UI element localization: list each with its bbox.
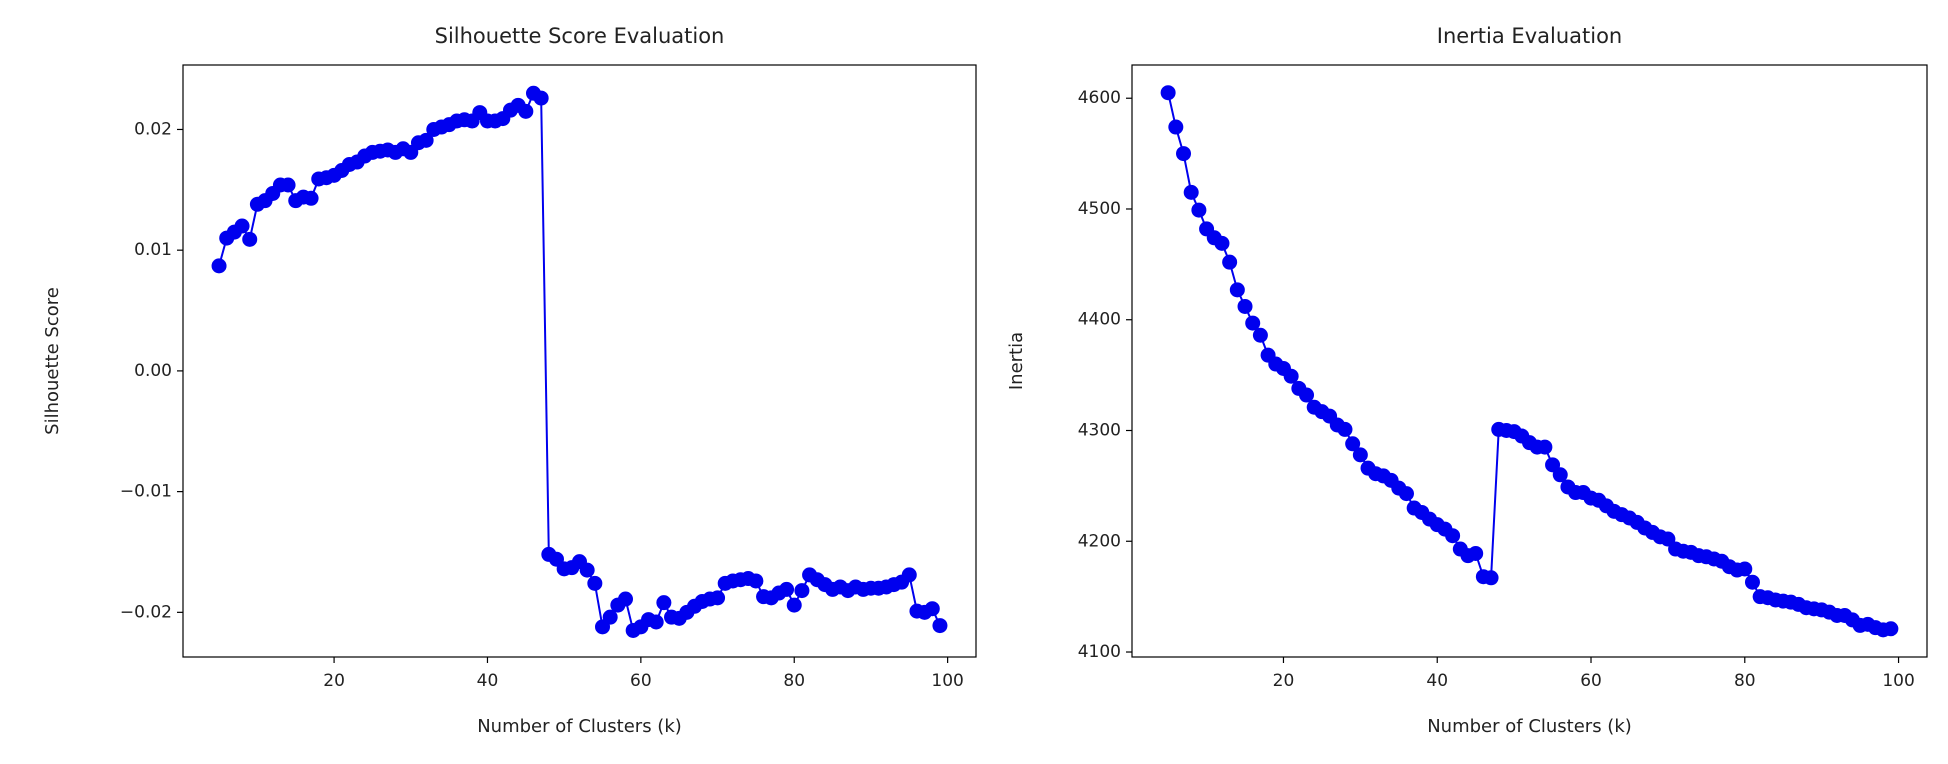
- chart-title: Inertia Evaluation: [1437, 24, 1622, 48]
- marker: [1345, 436, 1361, 452]
- marker: [1352, 447, 1368, 463]
- y-tick-label: 0.01: [134, 240, 172, 260]
- marker: [303, 190, 319, 206]
- marker: [710, 590, 726, 606]
- marker: [779, 581, 795, 597]
- y-tick-label: 0.02: [134, 119, 172, 139]
- x-tick-label: 60: [1580, 671, 1602, 691]
- marker: [1229, 282, 1245, 298]
- y-tick-label: 4200: [1078, 531, 1121, 551]
- marker: [211, 258, 227, 274]
- marker: [1183, 184, 1199, 200]
- y-tick-label: −0.02: [120, 602, 172, 622]
- marker: [1214, 235, 1230, 251]
- marker: [1191, 202, 1207, 218]
- y-axis-label: Inertia: [1006, 332, 1027, 390]
- marker: [280, 177, 296, 193]
- x-tick-label: 20: [1273, 671, 1295, 691]
- marker: [234, 218, 250, 234]
- y-tick-label: 4400: [1078, 310, 1121, 330]
- marker: [618, 591, 634, 607]
- marker: [924, 601, 940, 617]
- marker: [1445, 528, 1461, 544]
- marker: [1398, 486, 1414, 502]
- y-tick-label: 4100: [1078, 642, 1121, 662]
- marker: [1160, 85, 1176, 101]
- marker: [1168, 119, 1184, 135]
- marker: [1222, 254, 1238, 270]
- marker: [1245, 315, 1261, 331]
- x-tick-label: 40: [1426, 671, 1448, 691]
- marker: [1537, 439, 1553, 455]
- x-tick-label: 20: [323, 671, 345, 691]
- marker: [1237, 298, 1253, 314]
- marker: [1483, 570, 1499, 586]
- marker: [1552, 467, 1568, 483]
- marker: [1737, 561, 1753, 577]
- y-tick-label: 4300: [1078, 421, 1121, 441]
- marker: [1283, 368, 1299, 384]
- marker: [242, 231, 258, 247]
- x-tick-label: 80: [783, 671, 805, 691]
- axes-frame: [1131, 64, 1928, 658]
- marker: [786, 597, 802, 613]
- marker: [518, 103, 534, 119]
- marker: [656, 595, 672, 611]
- marker: [1468, 545, 1484, 561]
- y-tick-label: −0.01: [120, 482, 172, 502]
- marker: [1883, 621, 1899, 637]
- marker: [1252, 327, 1268, 343]
- marker: [533, 90, 549, 106]
- marker: [748, 573, 764, 589]
- chart-title: Silhouette Score Evaluation: [435, 24, 725, 48]
- marker: [1337, 421, 1353, 437]
- marker: [901, 567, 917, 583]
- x-tick-label: 40: [477, 671, 499, 691]
- y-tick-label: 0.00: [134, 361, 172, 381]
- x-tick-label: 100: [1882, 671, 1914, 691]
- y-tick-label: 4500: [1078, 199, 1121, 219]
- x-tick-label: 60: [630, 671, 652, 691]
- y-tick-label: 4600: [1078, 88, 1121, 108]
- marker: [1176, 146, 1192, 162]
- marker: [1744, 574, 1760, 590]
- axes-frame: [182, 64, 977, 658]
- marker: [648, 614, 664, 630]
- marker: [932, 618, 948, 634]
- x-tick-label: 100: [931, 671, 963, 691]
- marker: [587, 575, 603, 591]
- marker: [1299, 387, 1315, 403]
- y-axis-label: Silhouette Score: [42, 287, 63, 435]
- marker: [602, 609, 618, 625]
- x-tick-label: 80: [1734, 671, 1756, 691]
- marker: [794, 583, 810, 599]
- x-axis-label: Number of Clusters (k): [1427, 716, 1632, 737]
- marker: [418, 132, 434, 148]
- x-axis-label: Number of Clusters (k): [477, 716, 682, 737]
- marker: [579, 562, 595, 578]
